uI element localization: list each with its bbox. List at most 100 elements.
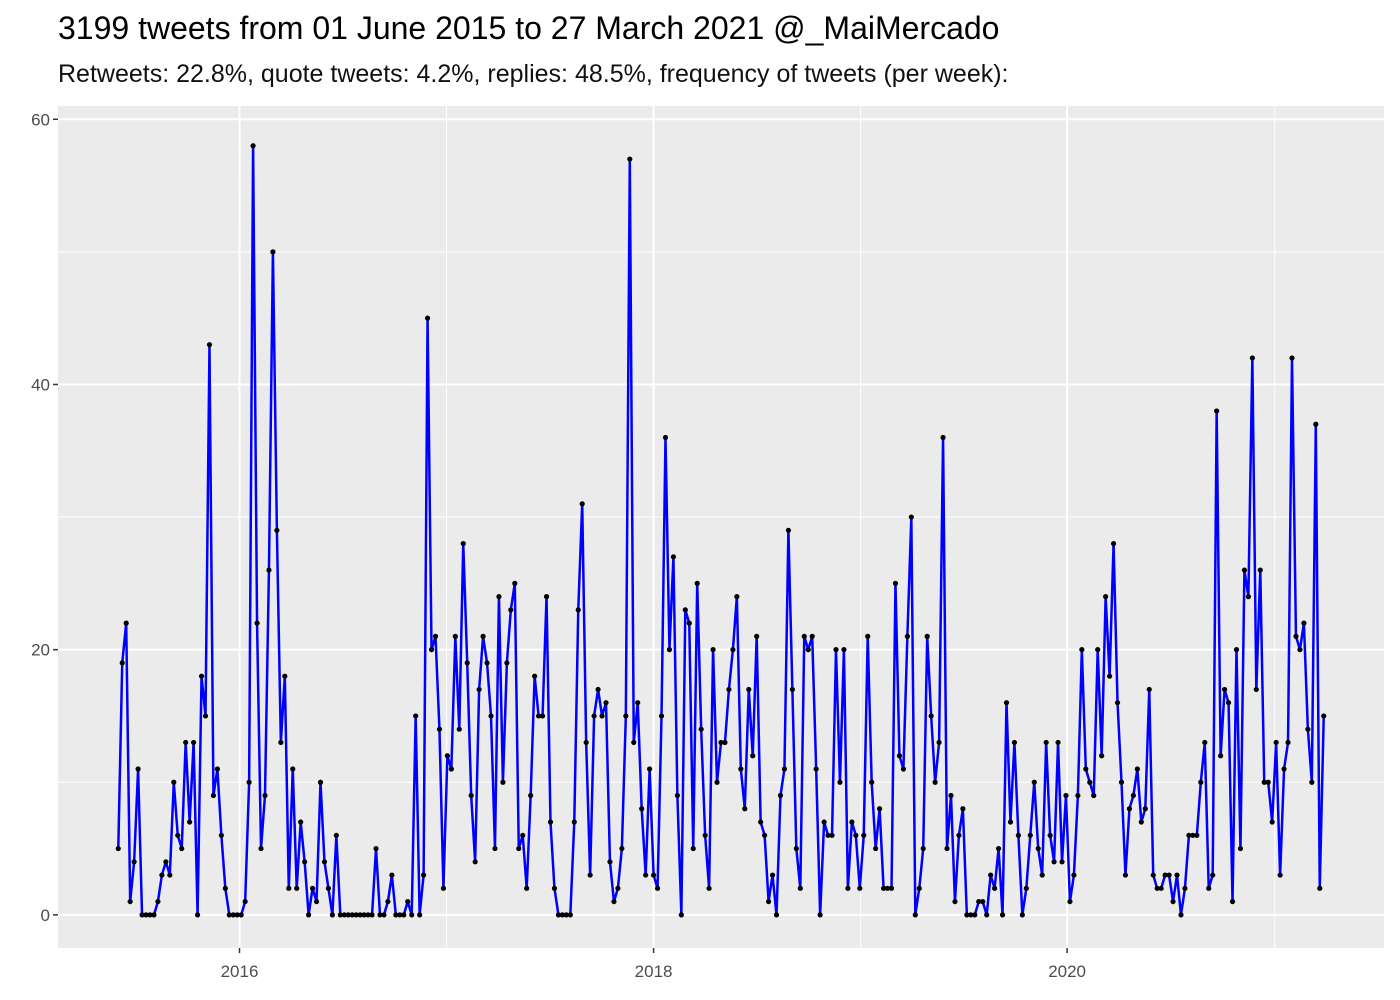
data-point [194, 912, 201, 918]
data-point [595, 686, 601, 693]
data-point [337, 912, 343, 918]
data-point [1103, 594, 1109, 600]
data-point [317, 779, 324, 785]
data-point [869, 779, 875, 785]
data-point [865, 633, 871, 639]
data-point [143, 912, 149, 918]
data-point [781, 766, 788, 772]
data-point [179, 845, 185, 852]
data-point [401, 912, 407, 918]
data-point [524, 885, 530, 891]
data-point [809, 633, 815, 639]
data-point [888, 885, 895, 891]
data-point [1214, 408, 1220, 414]
data-point [591, 713, 597, 719]
data-point [944, 845, 950, 852]
data-point [658, 713, 665, 719]
data-point [956, 832, 962, 838]
data-point [769, 872, 776, 878]
data-point [171, 779, 177, 785]
data-point [428, 647, 435, 653]
data-point [861, 832, 867, 838]
y-axis: 0 20 40 60 [31, 110, 58, 925]
data-point [892, 580, 899, 586]
data-point [1007, 819, 1014, 825]
data-point [1047, 832, 1053, 838]
data-point [258, 845, 264, 852]
data-point [1202, 739, 1208, 746]
x-tick-label: 2020 [1048, 962, 1086, 981]
data-point [476, 686, 482, 693]
data-point [424, 315, 431, 321]
x-tick-label: 2018 [635, 962, 673, 981]
data-point [1166, 872, 1172, 878]
data-point [694, 580, 700, 586]
data-point [559, 912, 565, 918]
data-point [643, 872, 649, 878]
data-point [619, 845, 625, 852]
data-point [1170, 898, 1176, 905]
data-point [183, 739, 189, 746]
data-point [726, 686, 732, 693]
data-point [904, 633, 910, 639]
data-point [603, 700, 609, 706]
data-point [1245, 594, 1251, 600]
data-point [797, 885, 803, 891]
data-point [119, 660, 125, 666]
data-point [813, 766, 819, 772]
data-point [873, 845, 879, 852]
data-point [1107, 673, 1113, 679]
data-point [187, 819, 193, 825]
data-point [353, 912, 359, 918]
data-point [754, 633, 760, 639]
data-point [460, 540, 466, 547]
data-point [528, 792, 534, 799]
data-point [274, 527, 280, 533]
data-point [877, 806, 883, 812]
data-point [587, 872, 593, 878]
data-point [1293, 633, 1299, 639]
data-point [706, 885, 712, 891]
data-point [496, 594, 502, 600]
data-point [1110, 540, 1117, 547]
data-point [686, 620, 692, 626]
data-point [639, 806, 645, 812]
data-point [325, 885, 332, 891]
data-point [393, 912, 399, 918]
data-point [1257, 567, 1263, 573]
data-point [579, 501, 585, 507]
data-point [1249, 355, 1255, 361]
data-point [488, 713, 494, 719]
data-point [623, 713, 629, 719]
data-point [1225, 700, 1232, 706]
data-point [1011, 739, 1018, 746]
data-point [980, 898, 986, 905]
data-point [191, 739, 197, 746]
data-point [567, 912, 573, 918]
data-point [932, 779, 938, 785]
data-point [575, 607, 581, 613]
data-point [674, 792, 680, 799]
data-point [952, 898, 958, 905]
data-point [448, 766, 454, 772]
y-tick-label: 0 [41, 906, 50, 925]
data-point [988, 872, 994, 878]
y-tick-label: 40 [31, 375, 50, 394]
data-point [472, 859, 478, 865]
data-point [147, 912, 153, 918]
data-point [805, 647, 811, 653]
data-point [278, 739, 284, 746]
data-point [413, 713, 419, 719]
data-point [222, 885, 228, 891]
data-point [373, 845, 379, 852]
data-point [1099, 753, 1105, 759]
data-point [1122, 872, 1129, 878]
data-point [1305, 726, 1311, 732]
data-point [1313, 421, 1319, 427]
data-point [1079, 647, 1085, 653]
data-point [793, 845, 799, 852]
data-point [1182, 885, 1188, 891]
data-point [992, 885, 998, 891]
data-point [167, 872, 173, 878]
